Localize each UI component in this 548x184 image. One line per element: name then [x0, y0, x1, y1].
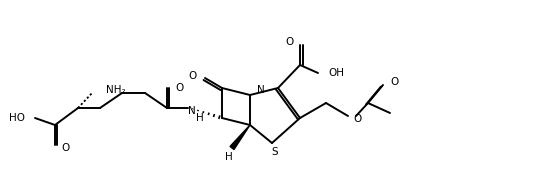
Text: OH: OH — [328, 68, 344, 78]
Text: O: O — [353, 114, 361, 124]
Text: N: N — [188, 106, 196, 116]
Text: H: H — [196, 113, 204, 123]
Text: NH₂: NH₂ — [106, 85, 125, 95]
Text: O: O — [175, 83, 183, 93]
Polygon shape — [230, 125, 250, 150]
Text: HO: HO — [9, 113, 25, 123]
Text: H: H — [225, 152, 233, 162]
Text: O: O — [390, 77, 398, 87]
Text: N: N — [257, 85, 265, 95]
Text: S: S — [272, 147, 278, 157]
Text: O: O — [286, 37, 294, 47]
Text: O: O — [61, 143, 69, 153]
Text: O: O — [189, 71, 197, 81]
